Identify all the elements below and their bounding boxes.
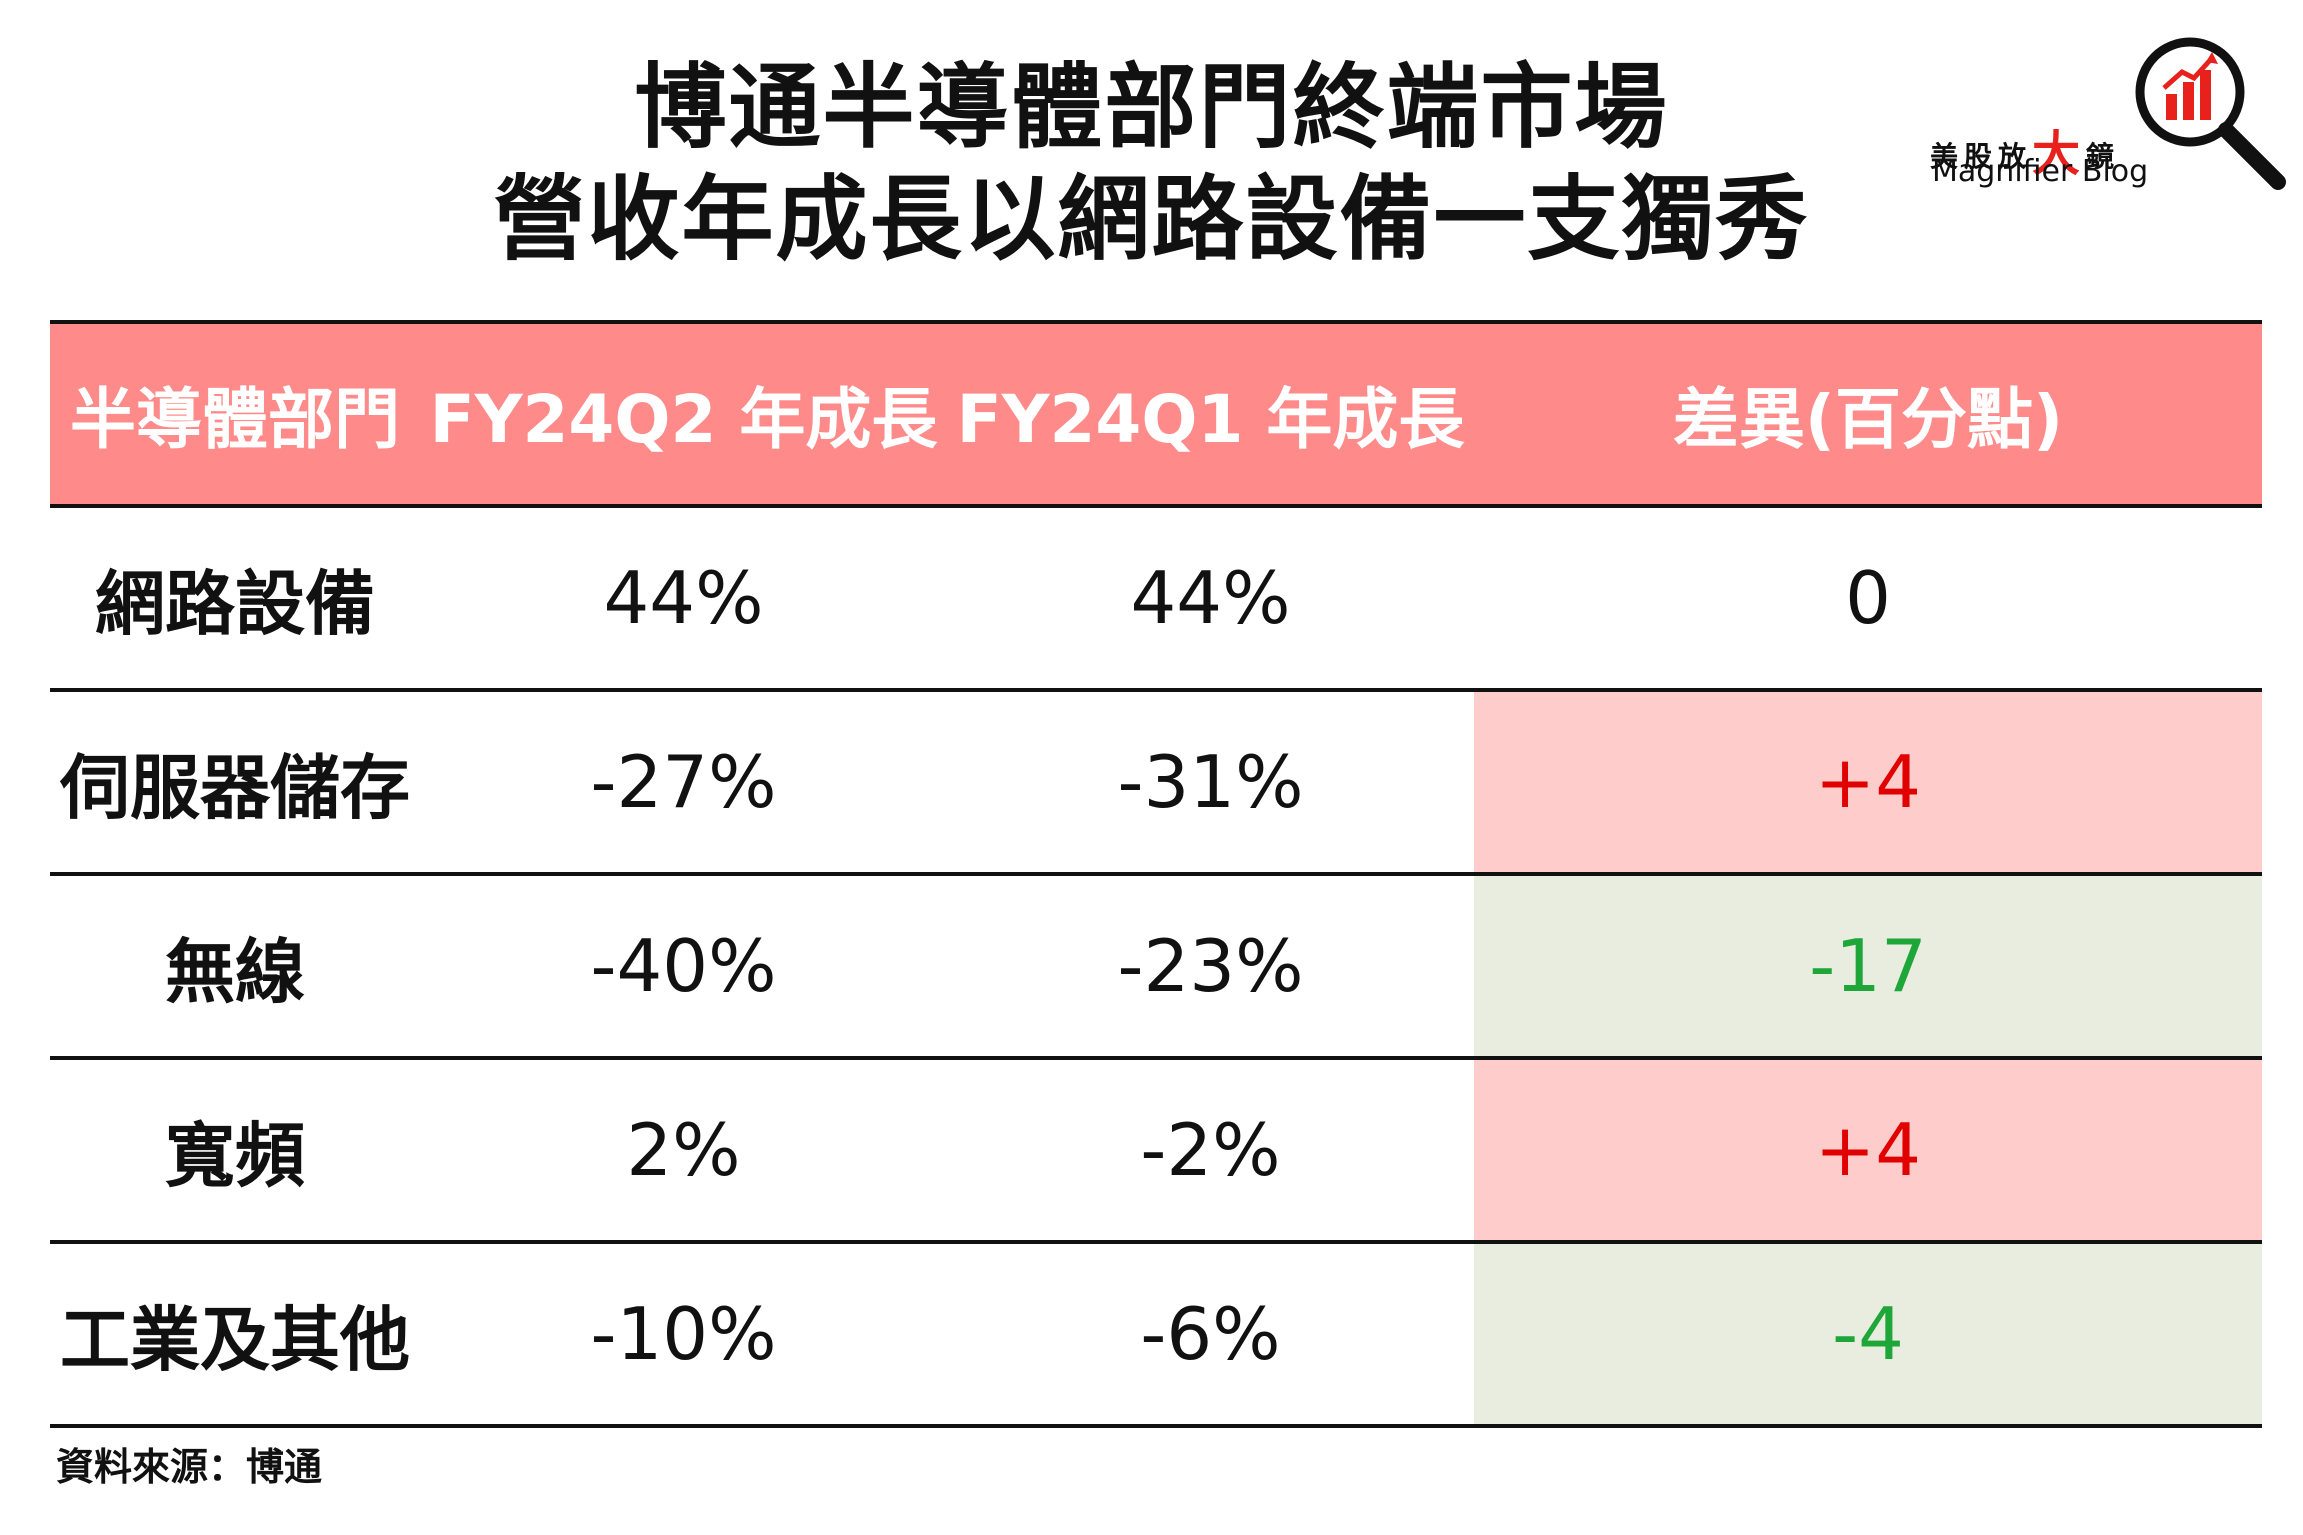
header-fy24q1: FY24Q1 年成長 xyxy=(947,320,1474,506)
segment-cell: 無線 xyxy=(50,872,420,1058)
chart-title: 博通半導體部門終端市場 營收年成長以網路設備一支獨秀 xyxy=(0,52,2303,276)
diff-cell: +4 xyxy=(1474,1056,2262,1242)
header-diff: 差異(百分點) xyxy=(1474,320,2262,506)
title-line-2: 營收年成長以網路設備一支獨秀 xyxy=(493,166,1810,273)
growth-table: 半導體部門 FY24Q2 年成長 FY24Q1 年成長 差異(百分點) 網路設備… xyxy=(50,320,2262,1428)
diff-cell: +4 xyxy=(1474,688,2262,874)
logo-cn-suffix: 鏡 xyxy=(2086,140,2121,173)
fy24q1-cell: -6% xyxy=(947,1240,1474,1428)
logo-cn-big: 大 xyxy=(2032,126,2087,182)
table-row: 工業及其他 -10% -6% -4 xyxy=(50,1240,2262,1428)
logo-english-name: Magnifier Blog xyxy=(1932,154,2149,189)
segment-cell: 工業及其他 xyxy=(50,1240,420,1428)
fy24q2-cell: 2% xyxy=(420,1056,947,1242)
header-segment: 半導體部門 xyxy=(50,320,420,506)
fy24q1-cell: -2% xyxy=(947,1056,1474,1242)
diff-cell: -4 xyxy=(1474,1240,2262,1428)
table-header-row: 半導體部門 FY24Q2 年成長 FY24Q1 年成長 差異(百分點) xyxy=(50,320,2262,506)
header-fy24q2: FY24Q2 年成長 xyxy=(420,320,947,506)
fy24q2-cell: -40% xyxy=(420,872,947,1058)
table-row: 伺服器儲存 -27% -31% +4 xyxy=(50,688,2262,874)
fy24q1-cell: 44% xyxy=(947,504,1474,690)
data-source: 資料來源：博通 xyxy=(56,1445,323,1489)
logo-cn-prefix: 美股放 xyxy=(1930,140,2033,173)
logo-chinese-name: 美股放大鏡 xyxy=(1930,110,2121,182)
fy24q2-cell: -27% xyxy=(420,688,947,874)
table-row: 網路設備 44% 44% 0 xyxy=(50,504,2262,690)
table-row: 無線 -40% -23% -17 xyxy=(50,872,2262,1058)
diff-cell: 0 xyxy=(1474,504,2262,690)
title-line-1: 博通半導體部門終端市場 xyxy=(634,54,1669,161)
magnifier-bar-chart-icon xyxy=(2135,37,2286,190)
segment-cell: 網路設備 xyxy=(50,504,420,690)
fy24q1-cell: -23% xyxy=(947,872,1474,1058)
segment-cell: 寬頻 xyxy=(50,1056,420,1242)
fy24q1-cell: -31% xyxy=(947,688,1474,874)
diff-cell: -17 xyxy=(1474,872,2262,1058)
fy24q2-cell: 44% xyxy=(420,504,947,690)
segment-cell: 伺服器儲存 xyxy=(50,688,420,874)
table-row: 寬頻 2% -2% +4 xyxy=(50,1056,2262,1242)
brand-logo: 美股放大鏡 Magnifier Blog xyxy=(1930,32,2290,202)
fy24q2-cell: -10% xyxy=(420,1240,947,1428)
